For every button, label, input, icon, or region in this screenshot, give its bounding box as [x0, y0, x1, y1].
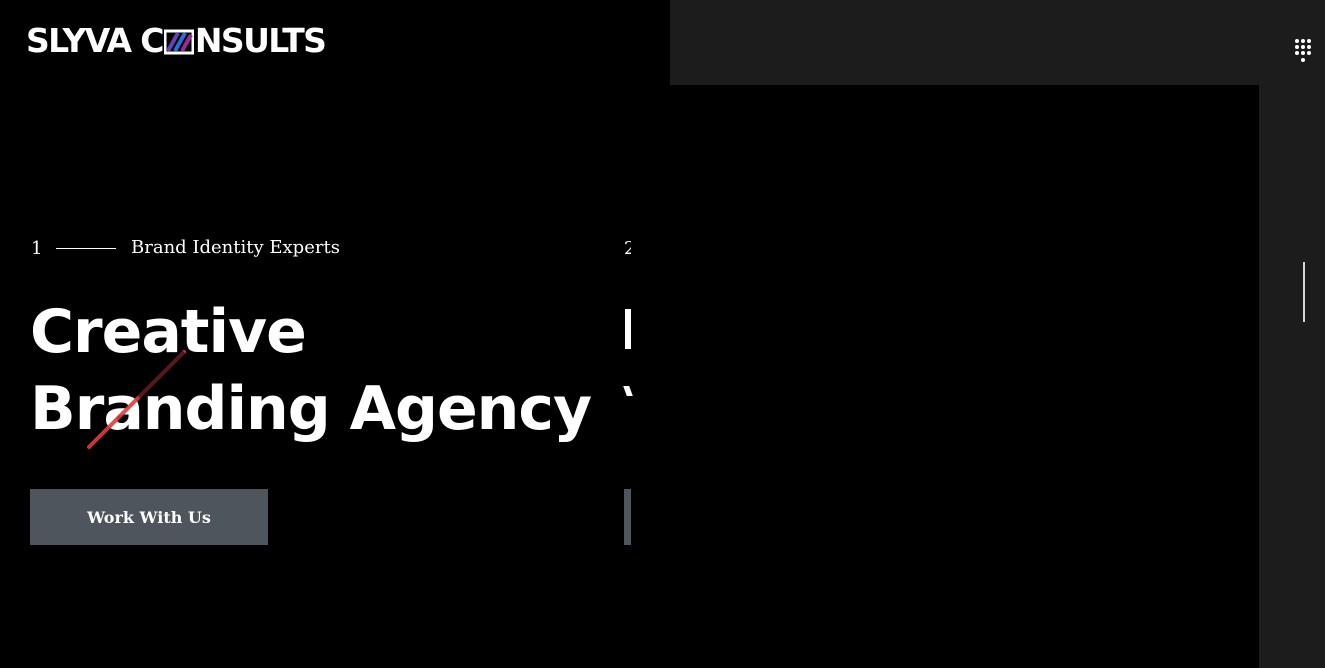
hero-title-line-1: Creative — [30, 297, 307, 367]
striped-o-logo-mark-icon — [163, 27, 195, 55]
work-with-us-button[interactable]: Work With Us — [30, 489, 268, 545]
hero-title-line-2: Branding Agency — [30, 374, 592, 444]
header-right-panel — [670, 0, 1325, 85]
logo-text-end: NSULTS — [194, 20, 327, 60]
slide-divider-line — [56, 248, 116, 249]
next-slide-title-fragment — [625, 309, 631, 349]
hero-title: Creative Branding Agency — [30, 294, 592, 448]
next-slide-title-fragment-2 — [623, 386, 633, 396]
site-logo[interactable]: SLYVA C NSULTS — [26, 20, 327, 60]
next-slide-number: 2 — [624, 238, 631, 259]
right-rail — [1259, 0, 1325, 668]
hero-kicker: Brand Identity Experts — [131, 237, 340, 258]
slide-progress-indicator[interactable] — [1303, 262, 1305, 322]
slide-number: 1 — [31, 238, 43, 259]
logo-text-start: SLYVA C — [26, 20, 165, 60]
dots-grid-menu-icon[interactable] — [1294, 38, 1314, 64]
next-slide-button-fragment[interactable] — [624, 489, 631, 545]
